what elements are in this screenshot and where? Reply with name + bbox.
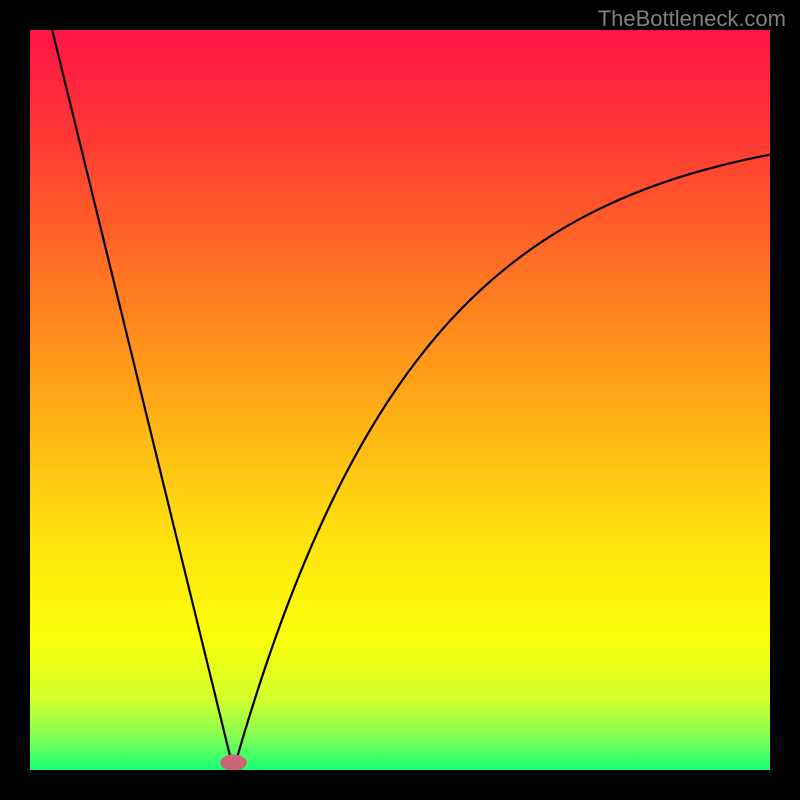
gradient-background [30, 30, 770, 770]
plot-svg [30, 30, 770, 770]
watermark-text: TheBottleneck.com [598, 6, 786, 32]
plot-area [30, 30, 770, 770]
chart-frame: TheBottleneck.com [0, 0, 800, 800]
minimum-marker [220, 754, 247, 770]
